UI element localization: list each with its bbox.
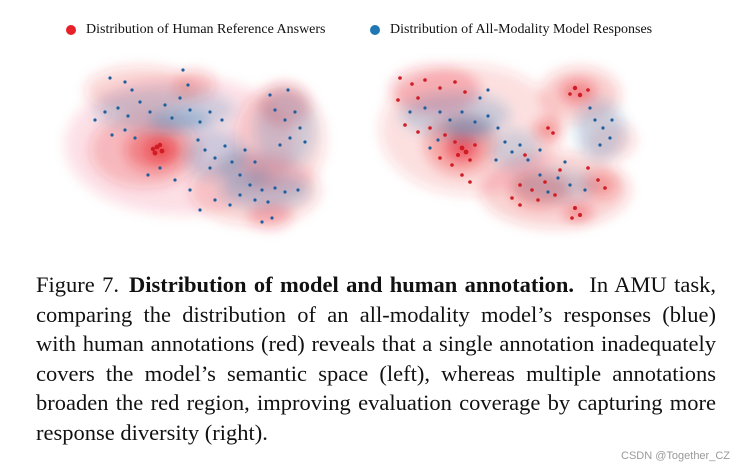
right-blue-points — [408, 88, 614, 194]
left-density-plot — [65, 66, 325, 229]
red-dot-icon — [66, 25, 76, 35]
legend-label-human: Distribution of Human Reference Answers — [86, 22, 326, 37]
legend-item-human: Distribution of Human Reference Answers — [66, 22, 326, 38]
legend-item-model: Distribution of All-Modality Model Respo… — [370, 22, 652, 38]
left-blue-points — [93, 68, 307, 224]
density-plots — [65, 65, 635, 229]
watermark: CSDN @Together_CZ — [621, 450, 730, 462]
figure-caption-body: In AMU task, comparing the distribution … — [36, 272, 717, 445]
figure-label: Figure 7. — [36, 272, 119, 297]
right-density-plot — [380, 65, 635, 228]
legend-label-model: Distribution of All-Modality Model Respo… — [390, 22, 653, 37]
legend: Distribution of Human Reference Answers … — [0, 14, 742, 48]
left-red-points — [150, 142, 165, 156]
right-red-points — [396, 76, 607, 220]
figure-caption: Figure 7. Distribution of model and human… — [36, 270, 716, 447]
blue-dot-icon — [370, 25, 380, 35]
figure-title: Distribution of model and human annotati… — [128, 272, 575, 297]
